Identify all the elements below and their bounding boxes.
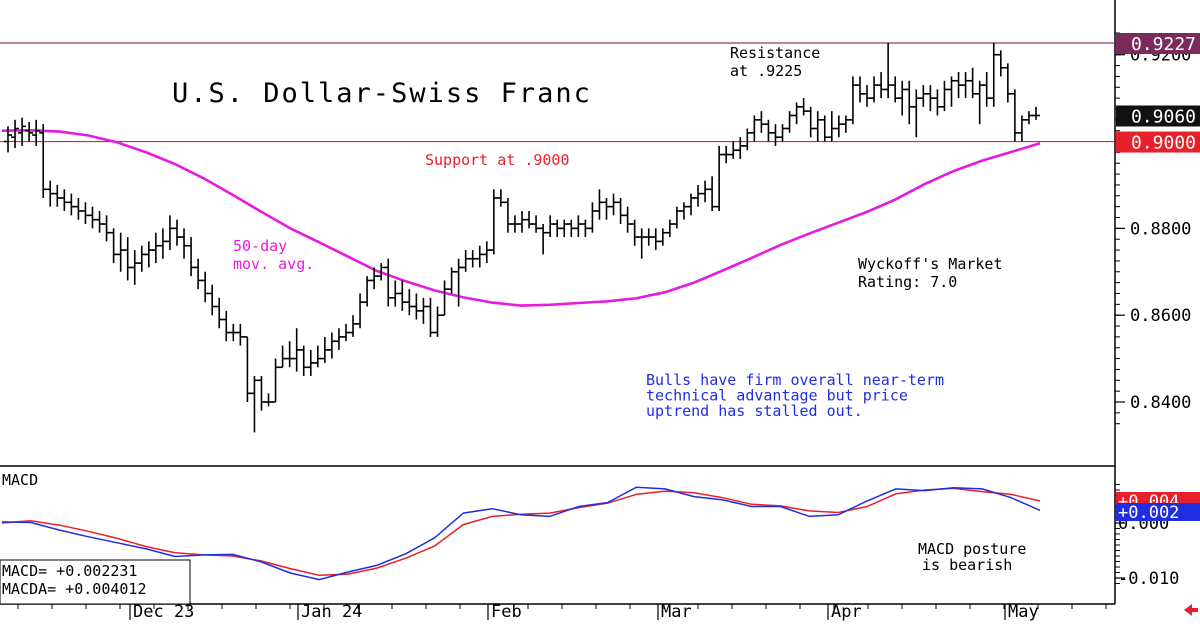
price-tag-label: 0.9227 — [1131, 34, 1196, 55]
macd-annotation: MACD posture — [918, 540, 1026, 558]
macd-series-line — [1, 486, 1041, 581]
price-tick-label: 0.8800 — [1130, 219, 1191, 239]
resistance-label: Resistance — [730, 44, 820, 62]
x-tick-label: Dec 23 — [133, 602, 194, 622]
ma-label: 50-day — [233, 237, 287, 255]
resistance-label: at .9225 — [730, 62, 802, 80]
macd-title: MACD — [2, 471, 38, 489]
macd-legend-line: MACD= +0.002231 — [2, 562, 137, 580]
commentary-line: technical advantage but price — [646, 387, 908, 405]
price-tag-box — [1116, 131, 1200, 153]
ohlc-bar — [4, 126, 12, 153]
scroll-arrow-icon — [1184, 604, 1198, 616]
x-tick-label: Apr — [831, 602, 862, 622]
price-tick-label: 0.8400 — [1130, 393, 1191, 413]
ohlc-bar — [18, 117, 27, 146]
macd-legend-box — [0, 559, 191, 605]
x-tick-label: May — [1008, 602, 1039, 622]
commentary-line: uptrend has stalled out. — [646, 402, 863, 420]
price-tag-box — [1116, 33, 1200, 54]
macd-tick-label: -0.010 — [1118, 569, 1179, 589]
macd-tag-box — [1116, 503, 1200, 521]
macd-tag-label: +0.002 — [1118, 503, 1179, 523]
price-tag-box — [1116, 105, 1200, 127]
ma-label: mov. avg. — [233, 255, 314, 273]
moving-average-line — [1, 128, 1041, 307]
x-tick-label: Jan 24 — [301, 602, 362, 622]
chart-title: U.S. Dollar-Swiss Franc — [172, 78, 592, 109]
ohlc-bar — [32, 119, 41, 146]
x-tick-label: Feb — [491, 602, 522, 622]
ohlc-bar — [1032, 106, 1040, 120]
price-tick-label: 0.8600 — [1130, 306, 1191, 326]
ohlc-bar — [25, 122, 34, 142]
rating-label: Wyckoff's Market — [858, 255, 1003, 273]
ohlc-bar — [11, 119, 20, 149]
price-tag-label: 0.9000 — [1131, 133, 1196, 154]
price-tag-label: 0.9060 — [1131, 106, 1196, 127]
support-label: Support at .9000 — [425, 151, 570, 169]
rating-label: Rating: 7.0 — [858, 273, 957, 291]
x-tick-label: Mar — [661, 602, 692, 622]
macd-annotation: is bearish — [922, 556, 1012, 574]
commentary-line: Bulls have firm overall near-term — [646, 371, 944, 389]
macd-legend-line: MACDA= +0.004012 — [2, 580, 147, 598]
